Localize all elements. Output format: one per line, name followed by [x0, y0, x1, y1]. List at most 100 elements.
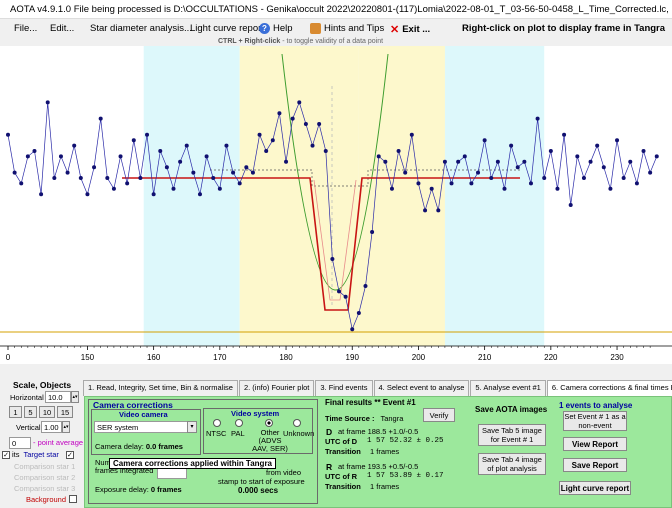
- data-point[interactable]: [270, 138, 275, 143]
- data-point[interactable]: [522, 159, 527, 164]
- data-point[interactable]: [376, 154, 381, 159]
- data-point[interactable]: [12, 170, 17, 175]
- data-point[interactable]: [171, 186, 176, 191]
- data-point[interactable]: [58, 154, 63, 159]
- unknown-radio-icon[interactable]: [293, 419, 301, 427]
- data-point[interactable]: [403, 170, 408, 175]
- data-point[interactable]: [469, 181, 474, 186]
- data-point[interactable]: [85, 192, 90, 197]
- data-point[interactable]: [654, 154, 659, 159]
- data-point[interactable]: [449, 181, 454, 186]
- data-point[interactable]: [581, 176, 586, 180]
- data-point[interactable]: [489, 176, 494, 180]
- data-point[interactable]: [628, 159, 633, 164]
- data-point[interactable]: [32, 149, 37, 153]
- data-point[interactable]: [78, 176, 83, 180]
- menu-help[interactable]: ? Help: [259, 23, 293, 34]
- data-point[interactable]: [118, 154, 123, 159]
- data-point[interactable]: [383, 159, 388, 164]
- data-point[interactable]: [528, 181, 533, 186]
- data-point[interactable]: [416, 181, 421, 186]
- data-point[interactable]: [297, 100, 302, 105]
- tab-analyse-event[interactable]: 5. Analyse event #1: [470, 380, 546, 396]
- data-point[interactable]: [197, 192, 202, 197]
- data-point[interactable]: [92, 165, 97, 170]
- light-curve-report-button[interactable]: Light curve report: [559, 481, 631, 495]
- point-average-select[interactable]: [9, 437, 31, 449]
- data-point[interactable]: [191, 170, 196, 175]
- tab-select-event[interactable]: 4. Select event to analyse: [373, 380, 470, 396]
- menu-edit[interactable]: Edit...: [50, 23, 75, 34]
- menu-light-curve-report[interactable]: Light curve report: [190, 23, 264, 34]
- tab-fourier[interactable]: 2. (info) Fourier plot: [238, 380, 315, 396]
- data-point[interactable]: [19, 181, 24, 186]
- data-point[interactable]: [284, 159, 289, 164]
- camera-dropdown-chevron-icon[interactable]: ▾: [187, 421, 197, 433]
- horizontal-spin-icon[interactable]: ▴▾: [71, 391, 79, 403]
- data-point[interactable]: [621, 176, 626, 180]
- data-point[interactable]: [250, 170, 255, 175]
- data-point[interactable]: [317, 122, 322, 126]
- menu-star-diameter[interactable]: Star diameter analysis...: [90, 23, 192, 34]
- data-point[interactable]: [370, 230, 375, 234]
- menu-file[interactable]: File...: [14, 23, 38, 34]
- data-point[interactable]: [290, 116, 295, 121]
- data-point[interactable]: [509, 143, 514, 148]
- data-point[interactable]: [237, 181, 242, 186]
- data-point[interactable]: [277, 111, 282, 116]
- data-point[interactable]: [72, 143, 77, 148]
- data-point[interactable]: [436, 208, 441, 213]
- target-star-checkbox-icon[interactable]: ✓: [65, 450, 74, 459]
- data-point[interactable]: [363, 284, 368, 288]
- data-point[interactable]: [409, 132, 414, 137]
- tab-read[interactable]: 1. Read, Integrity, Set time, Bin & norm…: [83, 380, 238, 396]
- data-point[interactable]: [476, 170, 481, 175]
- data-point[interactable]: [231, 170, 236, 175]
- data-point[interactable]: [45, 100, 50, 105]
- data-point[interactable]: [25, 154, 30, 159]
- save-tab5-button[interactable]: Save Tab 5 image for Event # 1: [478, 424, 546, 446]
- other-radio-icon[interactable]: [265, 419, 273, 427]
- target-star-row[interactable]: ✓ its Target star ✓: [2, 450, 74, 459]
- data-point[interactable]: [442, 159, 447, 164]
- save-report-button[interactable]: Save Report: [563, 458, 627, 472]
- tab-find-events[interactable]: 3. Find events: [315, 380, 373, 396]
- data-point[interactable]: [495, 159, 500, 164]
- data-point[interactable]: [178, 159, 183, 164]
- data-point[interactable]: [502, 186, 507, 191]
- data-point[interactable]: [515, 165, 520, 170]
- vertical-spin-icon[interactable]: ▴▾: [62, 421, 70, 433]
- data-point[interactable]: [429, 186, 434, 191]
- scale-button-15[interactable]: 15: [57, 406, 73, 418]
- data-point[interactable]: [98, 116, 103, 121]
- data-point[interactable]: [350, 327, 355, 332]
- data-point[interactable]: [211, 176, 216, 180]
- data-point[interactable]: [389, 186, 394, 191]
- data-point[interactable]: [330, 257, 335, 261]
- data-point[interactable]: [462, 154, 467, 159]
- data-point[interactable]: [145, 132, 150, 137]
- data-point[interactable]: [217, 186, 222, 191]
- ntsc-radio-icon[interactable]: [213, 419, 221, 427]
- data-point[interactable]: [575, 154, 580, 159]
- data-point[interactable]: [562, 132, 567, 137]
- menu-hints[interactable]: Hints and Tips: [310, 23, 384, 34]
- its-checkbox-icon[interactable]: ✓: [2, 450, 10, 459]
- data-point[interactable]: [323, 149, 328, 153]
- data-point[interactable]: [648, 170, 653, 175]
- view-report-button[interactable]: View Report: [563, 437, 627, 451]
- tab-camera-corrections[interactable]: 6. Camera corrections & final times Even…: [546, 380, 672, 396]
- data-point[interactable]: [423, 208, 428, 213]
- data-point[interactable]: [615, 138, 620, 143]
- background-checkbox-icon[interactable]: [69, 495, 77, 503]
- data-point[interactable]: [184, 143, 189, 148]
- data-point[interactable]: [555, 186, 560, 191]
- data-point[interactable]: [164, 165, 169, 170]
- save-tab4-button[interactable]: Save Tab 4 image of plot analysis: [478, 453, 546, 475]
- data-point[interactable]: [204, 154, 209, 159]
- data-point[interactable]: [131, 138, 136, 143]
- scale-button-5[interactable]: 5: [24, 406, 37, 418]
- data-point[interactable]: [224, 143, 229, 148]
- light-curve-plot[interactable]: 0 150 160 170 180 190 200 210 220 230: [0, 46, 672, 364]
- data-point[interactable]: [542, 176, 547, 180]
